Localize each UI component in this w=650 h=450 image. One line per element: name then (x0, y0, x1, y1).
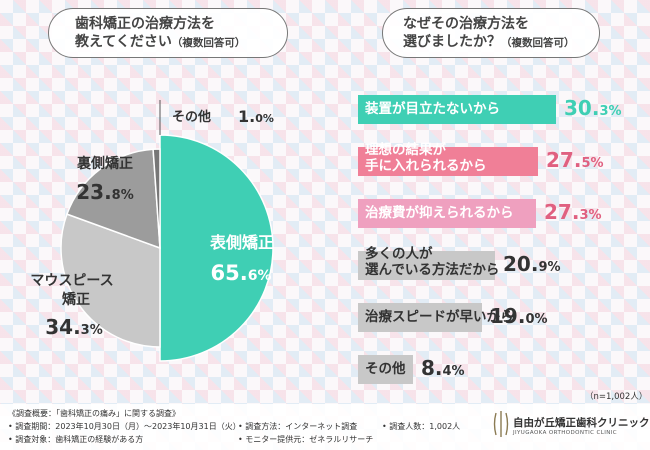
bar-label-1: 装置が目立たないから (365, 101, 500, 117)
bar-label-5: 治療スピードが早いから (365, 309, 514, 325)
pie-label-front: 表側矯正 (209, 233, 274, 252)
pie-slice-back (66, 148, 161, 250)
question-left-line2: 教えてください（複数回答可） (75, 33, 246, 50)
bar-value-6: 8.4% (421, 356, 465, 380)
pie-slice-mouthpiece (60, 213, 161, 348)
question-right-line1: なぜその治療方法を (403, 15, 529, 32)
bar-value-1: 30.3% (564, 96, 622, 120)
bar-label-4: 多くの人が 選んでいる方法だから (365, 246, 500, 278)
bar-label-3: 治療費が抑えられるから (365, 205, 514, 221)
clinic-logo-icon (493, 411, 509, 437)
bar-value-3: 27.3% (544, 200, 602, 224)
pie-value-mouthpiece: 34.3% (45, 315, 103, 339)
question-right-line2: 選びましたか？（複数回答可） (403, 33, 575, 50)
pie-label-mouthpiece-line2: 矯正 (61, 291, 90, 308)
bar-value-5: 19.0% (490, 304, 548, 328)
question-left-line1: 歯科矯正の治療方法を (75, 15, 215, 32)
bar-4 (358, 251, 495, 280)
bar-label-6: その他 (365, 361, 406, 377)
bar-label-2: 理想の結果が 手に入れられるから (365, 142, 487, 174)
pie-label-back: 裏側矯正 (76, 155, 133, 172)
bar-6 (358, 355, 413, 384)
clinic-name: 自由が丘矯正歯科クリニック (513, 417, 650, 429)
survey-overview: 《調査概要：「歯科矯正の痛み」に関する調査》 (8, 409, 180, 418)
pie-label-other: その他 (172, 109, 211, 125)
bar-5 (358, 303, 482, 332)
bar-2 (358, 147, 538, 176)
footer: 《調査概要：「歯科矯正の痛み」に関する調査》 • 調査期間：2023年10月30… (0, 404, 650, 450)
sample-size-note: （n=1,002人） (585, 392, 648, 402)
survey-count: • 調査人数：1,002人 (382, 422, 461, 431)
bar-value-2: 27.5% (546, 148, 604, 172)
question-box-right: なぜその治療方法を 選びましたか？（複数回答可） (382, 8, 600, 58)
pie-value-back: 23.8% (76, 180, 134, 204)
pie-label-mouthpiece-line1: マウスピース (30, 273, 113, 289)
survey-method: • 調査方法：インターネット調査 (238, 422, 358, 431)
bar-1 (358, 95, 556, 124)
question-box-left: 歯科矯正の治療方法を 教えてください（複数回答可） (48, 8, 288, 58)
clinic-name-en: JIYUGAOKA ORTHODONTIC CLINIC (513, 430, 618, 436)
pie-chart: 表側矯正 65.6% 裏側矯正 23.8% マウスピース 矯正 34.3% その… (30, 100, 274, 362)
survey-period: • 調査期間：2023年10月30日（月）〜2023年10月31日（火） (8, 422, 241, 431)
bar-value-4: 20.9% (503, 252, 561, 276)
pie-slice-other (152, 148, 161, 249)
pie-value-other: 1.0% (238, 107, 274, 126)
survey-target: • 調査対象：歯科矯正の経験がある方 (8, 435, 144, 444)
pie-value-front: 65.6% (211, 261, 272, 285)
survey-provider: • モニター提供元：ゼネラルリサーチ (238, 435, 374, 444)
pie-slice-front (159, 134, 274, 362)
bar-3 (358, 199, 536, 228)
